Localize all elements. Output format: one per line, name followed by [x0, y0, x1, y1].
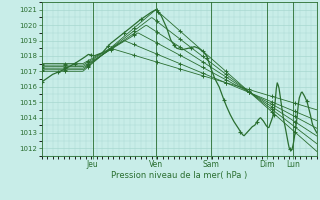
X-axis label: Pression niveau de la mer( hPa ): Pression niveau de la mer( hPa ) — [111, 171, 247, 180]
